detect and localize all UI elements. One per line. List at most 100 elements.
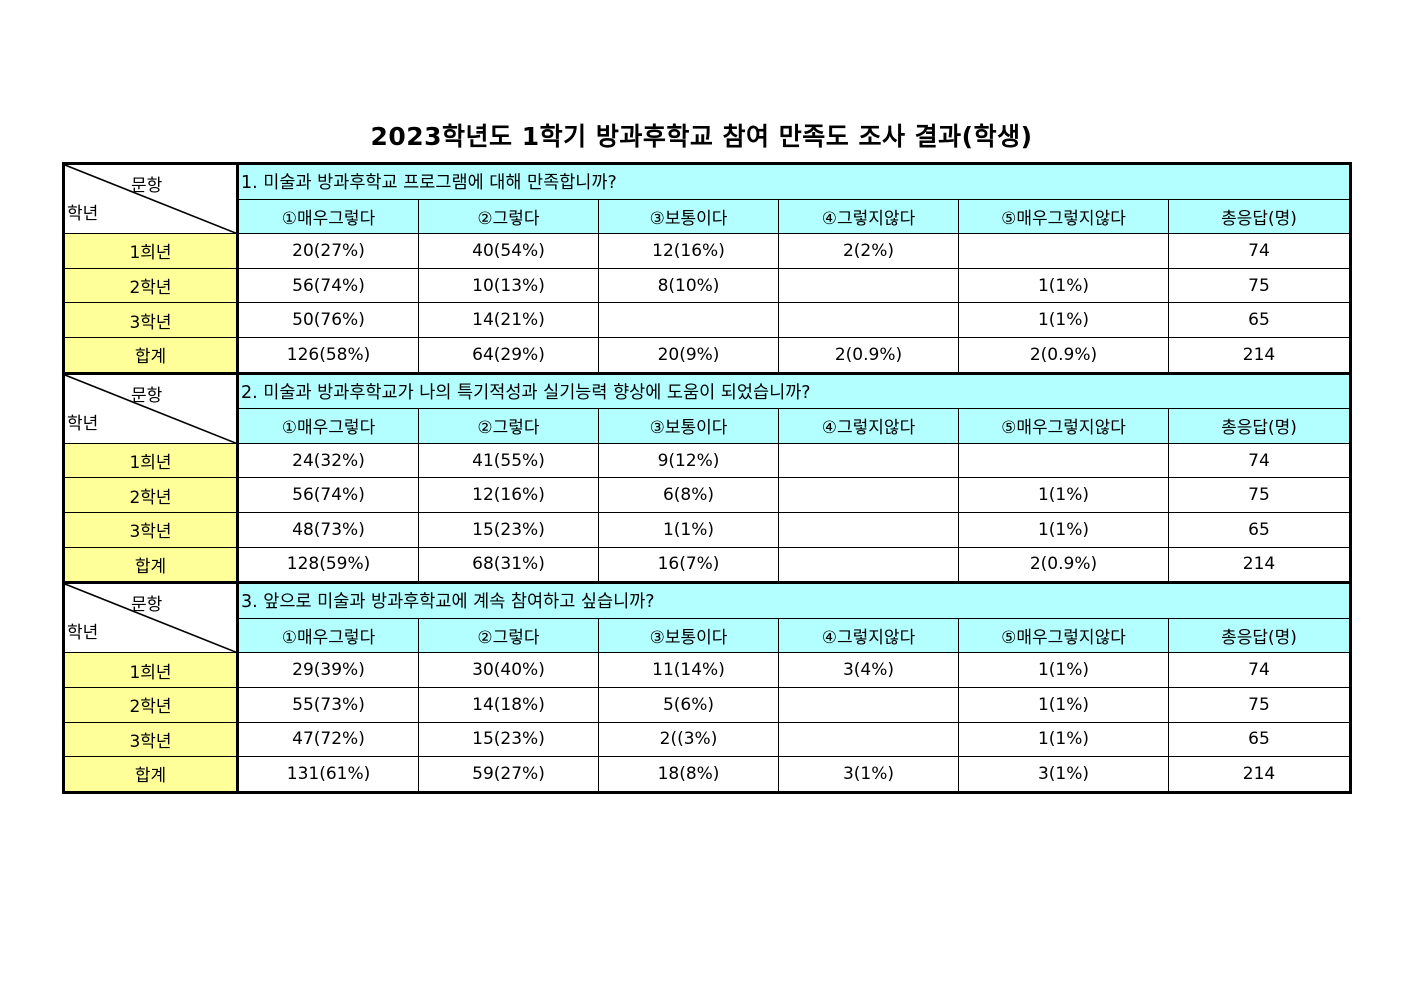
question-text: 3. 앞으로 미술과 방과후학교에 계속 참여하고 싶습니까? [237, 581, 1351, 619]
grade-label-cell: 합계 [63, 546, 239, 584]
table-row: 1희년 20(27%) 40(54%) 12(16%) 2(2%) 74 [63, 233, 1351, 269]
table-row: 3학년 47(72%) 15(23%) 2((3%) 1(1%) 65 [63, 721, 1351, 758]
response-cell: 12(16%) [598, 233, 779, 269]
response-cell [778, 721, 959, 758]
response-cell: 75 [1168, 267, 1351, 304]
table-row: 합계 126(58%) 64(29%) 20(9%) 2(0.9%) 2(0.9%) 214 [63, 336, 1351, 374]
response-cell: 55(73%) [237, 686, 419, 723]
option-header-cell: ③보통이다 [598, 408, 779, 444]
response-cell: 1(1%) [958, 302, 1169, 338]
response-cell: 56(74%) [237, 267, 419, 304]
response-cell [598, 302, 779, 338]
table-row: 2학년 55(73%) 14(18%) 5(6%) 1(1%) 75 [63, 686, 1351, 723]
corner-grade-label: 학년 [67, 623, 99, 644]
response-cell: 41(55%) [418, 442, 599, 479]
response-cell: 15(23%) [418, 511, 599, 548]
response-cell: 126(58%) [237, 336, 419, 374]
option-header-cell: ④그렇지않다 [778, 408, 959, 444]
table-row: 2학년 56(74%) 10(13%) 8(10%) 1(1%) 75 [63, 267, 1351, 304]
response-cell: 40(54%) [418, 233, 599, 269]
option-header-cell: ①매우그렇다 [237, 408, 419, 444]
table-row: 2학년 56(74%) 12(16%) 6(8%) 1(1%) 75 [63, 477, 1351, 513]
response-cell: 214 [1168, 756, 1351, 793]
response-cell: 59(27%) [418, 756, 599, 793]
response-cell [778, 477, 959, 513]
response-cell: 2((3%) [598, 721, 779, 758]
response-cell: 47(72%) [237, 721, 419, 758]
response-cell: 8(10%) [598, 267, 779, 304]
response-cell: 65 [1168, 302, 1351, 338]
grade-label-cell: 3학년 [63, 511, 239, 548]
option-header-cell: ⑤매우그렇지않다 [958, 617, 1169, 654]
response-cell: 5(6%) [598, 686, 779, 723]
response-cell: 68(31%) [418, 546, 599, 584]
response-cell: 2(0.9%) [778, 336, 959, 374]
response-cell: 74 [1168, 442, 1351, 479]
response-cell: 6(8%) [598, 477, 779, 513]
response-cell: 214 [1168, 546, 1351, 584]
option-header-cell: 총응답(명) [1168, 408, 1351, 444]
response-cell: 10(13%) [418, 267, 599, 304]
response-cell: 12(16%) [418, 477, 599, 513]
corner-header-cell: 문항 학년 [63, 581, 239, 654]
option-header-cell: ②그렇다 [418, 617, 599, 654]
table-row: 3학년 50(76%) 14(21%) 1(1%) 65 [63, 302, 1351, 338]
table-row: 합계 128(59%) 68(31%) 16(7%) 2(0.9%) 214 [63, 546, 1351, 584]
corner-diagonal-line [65, 584, 236, 652]
corner-grade-label: 학년 [67, 204, 99, 224]
response-cell: 1(1%) [958, 686, 1169, 723]
response-cell: 64(29%) [418, 336, 599, 374]
response-cell: 1(1%) [958, 477, 1169, 513]
response-cell: 56(74%) [237, 477, 419, 513]
grade-label-cell: 3학년 [63, 721, 239, 758]
option-header-cell: ①매우그렇다 [237, 617, 419, 654]
option-header-cell: ①매우그렇다 [237, 198, 419, 235]
option-header-cell: ⑤매우그렇지않다 [958, 408, 1169, 444]
corner-question-label: 문항 [131, 385, 163, 406]
option-header-cell: ②그렇다 [418, 408, 599, 444]
corner-grade-label: 학년 [67, 413, 99, 434]
response-cell: 30(40%) [418, 652, 599, 688]
response-cell: 20(27%) [237, 233, 419, 269]
response-cell: 20(9%) [598, 336, 779, 374]
grade-label-cell: 2학년 [63, 477, 239, 513]
options-header-row: ①매우그렇다 ②그렇다 ③보통이다 ④그렇지않다 ⑤매우그렇지않다 총응답(명) [64, 408, 1351, 444]
response-cell [778, 546, 959, 584]
response-cell: 214 [1168, 336, 1351, 374]
response-cell: 2(0.9%) [958, 546, 1169, 584]
option-header-cell: ④그렇지않다 [778, 617, 959, 654]
response-cell: 131(61%) [237, 756, 419, 793]
grade-label-cell: 합계 [63, 756, 239, 793]
question-row: 문항 학년 2. 미술과 방과후학교가 나의 특기적성과 실기능력 향상에 도움이 … [63, 371, 1351, 444]
response-cell: 3(1%) [958, 756, 1169, 793]
corner-diagonal-line [65, 375, 236, 443]
response-cell [778, 686, 959, 723]
corner-diagonal-line [65, 165, 236, 233]
response-cell: 128(59%) [237, 546, 419, 584]
response-cell: 11(14%) [598, 652, 779, 688]
option-header-cell: ⑤매우그렇지않다 [958, 198, 1169, 235]
response-cell [778, 302, 959, 338]
option-header-cell: 총응답(명) [1168, 198, 1351, 235]
question-text: 2. 미술과 방과후학교가 나의 특기적성과 실기능력 향상에 도움이 되었습니… [237, 371, 1351, 410]
response-cell: 3(1%) [778, 756, 959, 793]
response-cell [778, 511, 959, 548]
response-cell: 75 [1168, 686, 1351, 723]
table-row: 1희년 29(39%) 30(40%) 11(14%) 3(4%) 1(1%) 74 [63, 652, 1351, 688]
response-cell: 24(32%) [237, 442, 419, 479]
response-cell: 14(18%) [418, 686, 599, 723]
response-cell: 1(1%) [958, 652, 1169, 688]
question-row: 문항 학년 3. 앞으로 미술과 방과후학교에 계속 참여하고 싶습니까? [63, 581, 1351, 654]
corner-question-label: 문항 [131, 176, 163, 196]
response-cell: 18(8%) [598, 756, 779, 793]
page-title: 2023학년도 1학기 방과후학교 참여 만족도 조사 결과(학생) [370, 122, 1033, 151]
option-header-cell: ②그렇다 [418, 198, 599, 235]
options-header-row: ①매우그렇다 ②그렇다 ③보통이다 ④그렇지않다 ⑤매우그렇지않다 총응답(명) [64, 617, 1351, 654]
question-text: 1. 미술과 방과후학교 프로그램에 대해 만족합니까? [237, 162, 1351, 200]
response-cell [958, 442, 1169, 479]
grade-label-cell: 3학년 [63, 302, 239, 338]
option-header-cell: ③보통이다 [598, 617, 779, 654]
response-cell: 1(1%) [958, 721, 1169, 758]
response-cell: 14(21%) [418, 302, 599, 338]
